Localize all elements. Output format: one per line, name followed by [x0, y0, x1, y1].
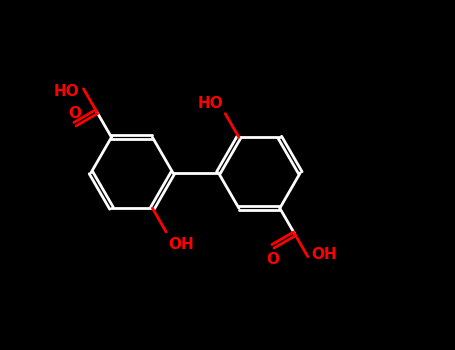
Text: HO: HO: [54, 84, 80, 99]
Text: O: O: [267, 252, 279, 267]
Text: OH: OH: [168, 237, 194, 252]
Text: HO: HO: [197, 96, 223, 111]
Text: OH: OH: [312, 247, 337, 262]
Text: O: O: [69, 105, 81, 120]
